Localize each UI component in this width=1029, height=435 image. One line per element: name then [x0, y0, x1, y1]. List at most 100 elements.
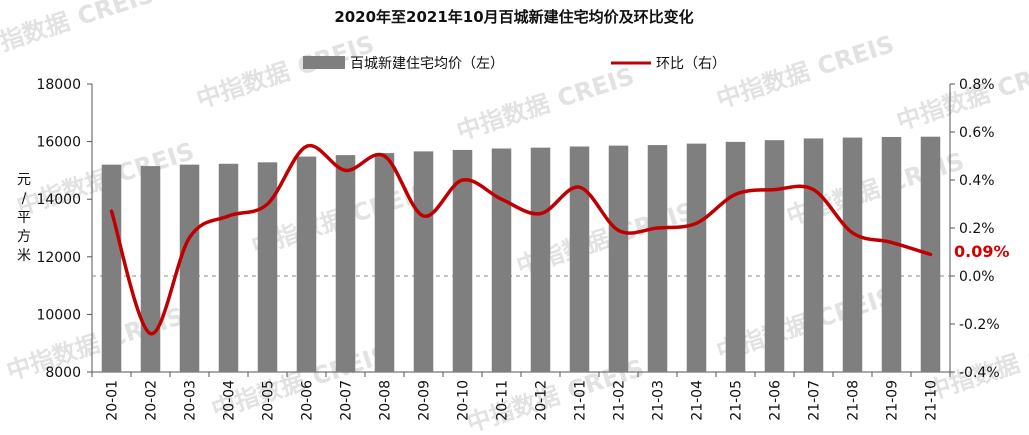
line-point	[227, 214, 230, 218]
line-point	[305, 144, 308, 148]
bar	[608, 145, 629, 372]
bar	[452, 149, 473, 372]
bar-series	[101, 136, 941, 372]
watermark-en: CREIS	[994, 52, 1029, 103]
x-tick-label: 20-03	[183, 380, 199, 421]
bar	[842, 137, 863, 372]
bar	[296, 156, 317, 372]
bar	[686, 143, 707, 372]
y-left-tick-label: 14000	[36, 192, 81, 208]
x-tick-label: 20-04	[222, 380, 238, 421]
axes	[87, 83, 955, 377]
tick-labels: 8000 10000 12000 14000 16000 18000 -0.4% -0.2% 0…	[36, 77, 999, 421]
y-axis-left-label-char: /	[22, 191, 27, 207]
bar	[491, 148, 512, 372]
bar	[725, 141, 746, 372]
line-point	[149, 332, 152, 336]
x-tick-label: 21-07	[807, 380, 823, 421]
x-tick-label: 20-02	[144, 380, 160, 421]
line-point	[734, 192, 737, 196]
x-tick-label: 21-08	[846, 380, 862, 421]
y-left-tick-label: 18000	[36, 77, 81, 93]
bar	[179, 164, 200, 372]
bar	[257, 162, 278, 372]
bar	[374, 153, 395, 372]
x-tick-label: 21-06	[768, 380, 784, 421]
watermark-text: 中指数据CREIS	[713, 30, 897, 114]
x-tick-label: 21-10	[924, 380, 940, 421]
line-point	[383, 154, 386, 158]
x-tick-label: 20-07	[339, 380, 355, 421]
y-axis-left-label: 元 / 平方米	[17, 172, 31, 264]
line-point	[539, 212, 542, 216]
y-right-tick-label: -0.4%	[959, 365, 1000, 381]
y-right-tick-label: 0.8%	[959, 77, 995, 93]
y-axis-left-label-char: 方	[17, 229, 31, 245]
x-tick-label: 20-08	[378, 380, 394, 421]
line-point	[617, 228, 620, 232]
y-axis-left-label-char: 平	[17, 210, 31, 226]
bar	[803, 138, 824, 372]
line-point	[110, 209, 113, 213]
x-tick-label: 20-09	[417, 380, 433, 421]
legend-bar-swatch	[303, 56, 345, 69]
bar	[530, 147, 551, 372]
line-point	[695, 221, 698, 225]
bar	[881, 136, 902, 372]
watermark-en: CREIS	[74, 0, 158, 31]
line-point	[422, 214, 425, 218]
line-point	[266, 202, 269, 206]
end-value-label: 0.09%	[954, 242, 1010, 261]
bar	[218, 163, 239, 372]
watermark-cn: 中指数据	[453, 89, 553, 145]
watermark-text: 中指数据CREIS	[893, 52, 1029, 136]
line-point	[344, 168, 347, 172]
x-tick-label: 20-10	[456, 380, 472, 421]
bar	[569, 146, 590, 372]
bar	[413, 151, 434, 372]
watermark-cn: 中指数据	[713, 57, 813, 113]
watermark-cn: 中指数据	[513, 224, 613, 280]
y-right-tick-label: -0.2%	[959, 317, 1000, 333]
line-point	[812, 188, 815, 192]
watermark-en: CREIS	[814, 30, 898, 81]
y-left-tick-label: 8000	[45, 365, 81, 381]
watermark-text: 中指数据CREIS	[453, 62, 637, 146]
x-tick-label: 21-01	[573, 380, 589, 421]
legend: 百城新建住宅均价（左） 环比（右）	[303, 56, 726, 72]
line-point	[656, 226, 659, 230]
bar	[140, 166, 161, 372]
line-series	[109, 144, 933, 336]
line-point	[461, 178, 464, 182]
x-tick-label: 21-03	[651, 380, 667, 421]
x-tick-label: 20-06	[300, 380, 316, 421]
bar	[764, 140, 785, 372]
y-axis-left-label-char: 元	[17, 172, 31, 188]
bar	[647, 145, 668, 372]
watermark-cn: 中指数据	[783, 174, 883, 230]
y-left-tick-label: 10000	[36, 307, 81, 323]
watermark-cn: 中指数据	[0, 7, 73, 63]
y-right-tick-label: 0.2%	[959, 221, 995, 237]
chart-title: 2020年至2021年10月百城新建住宅均价及环比变化	[334, 8, 693, 26]
x-tick-label: 21-04	[690, 380, 706, 421]
x-tick-label: 20-05	[261, 380, 277, 421]
y-right-tick-label: 0.0%	[959, 269, 995, 285]
line-point	[929, 252, 932, 256]
watermark-en: CREIS	[1024, 322, 1029, 373]
y-left-tick-label: 16000	[36, 135, 81, 151]
legend-bar-label: 百城新建住宅均价（左）	[350, 56, 504, 72]
watermark-en: CREIS	[554, 62, 638, 113]
line-point	[773, 188, 776, 192]
x-tick-label: 21-09	[885, 380, 901, 421]
y-right-tick-label: 0.4%	[959, 173, 995, 189]
line-point	[188, 236, 191, 240]
x-tick-label: 20-01	[105, 380, 121, 421]
line-point	[578, 185, 581, 189]
line-point	[851, 231, 854, 235]
y-left-tick-label: 12000	[36, 250, 81, 266]
x-tick-label: 20-11	[495, 380, 511, 421]
watermark-text: 中指数据CREIS	[0, 0, 158, 64]
x-tick-label: 20-12	[534, 380, 550, 421]
